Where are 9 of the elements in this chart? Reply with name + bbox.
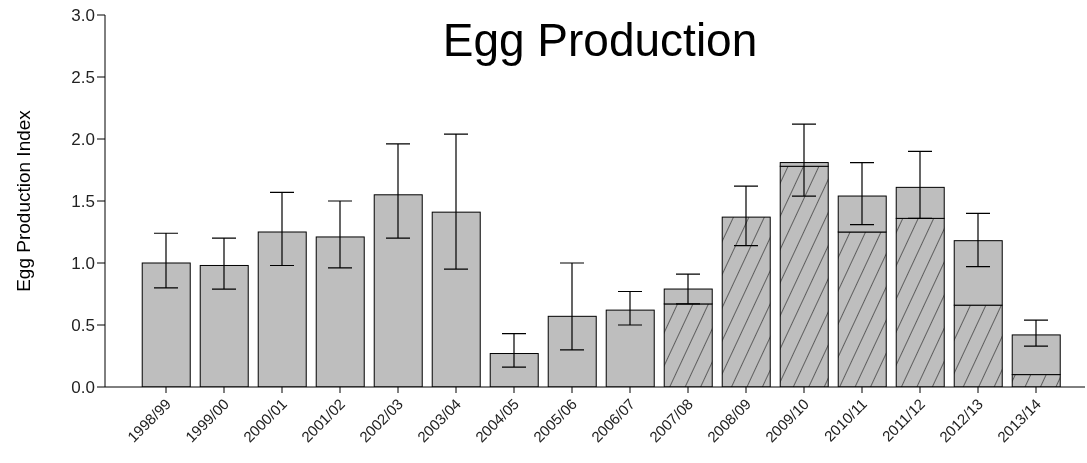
y-tick-label: 2.5 xyxy=(71,68,95,88)
y-tick-label: 0.0 xyxy=(71,378,95,398)
y-tick-label: 0.5 xyxy=(71,316,95,336)
y-tick-label: 2.0 xyxy=(71,130,95,150)
y-tick-label: 1.5 xyxy=(71,192,95,212)
y-axis-title: Egg Production Index xyxy=(13,109,34,292)
y-tick-label: 1.0 xyxy=(71,254,95,274)
y-tick-label: 3.0 xyxy=(71,6,95,26)
chart-title: Egg Production xyxy=(442,14,758,66)
